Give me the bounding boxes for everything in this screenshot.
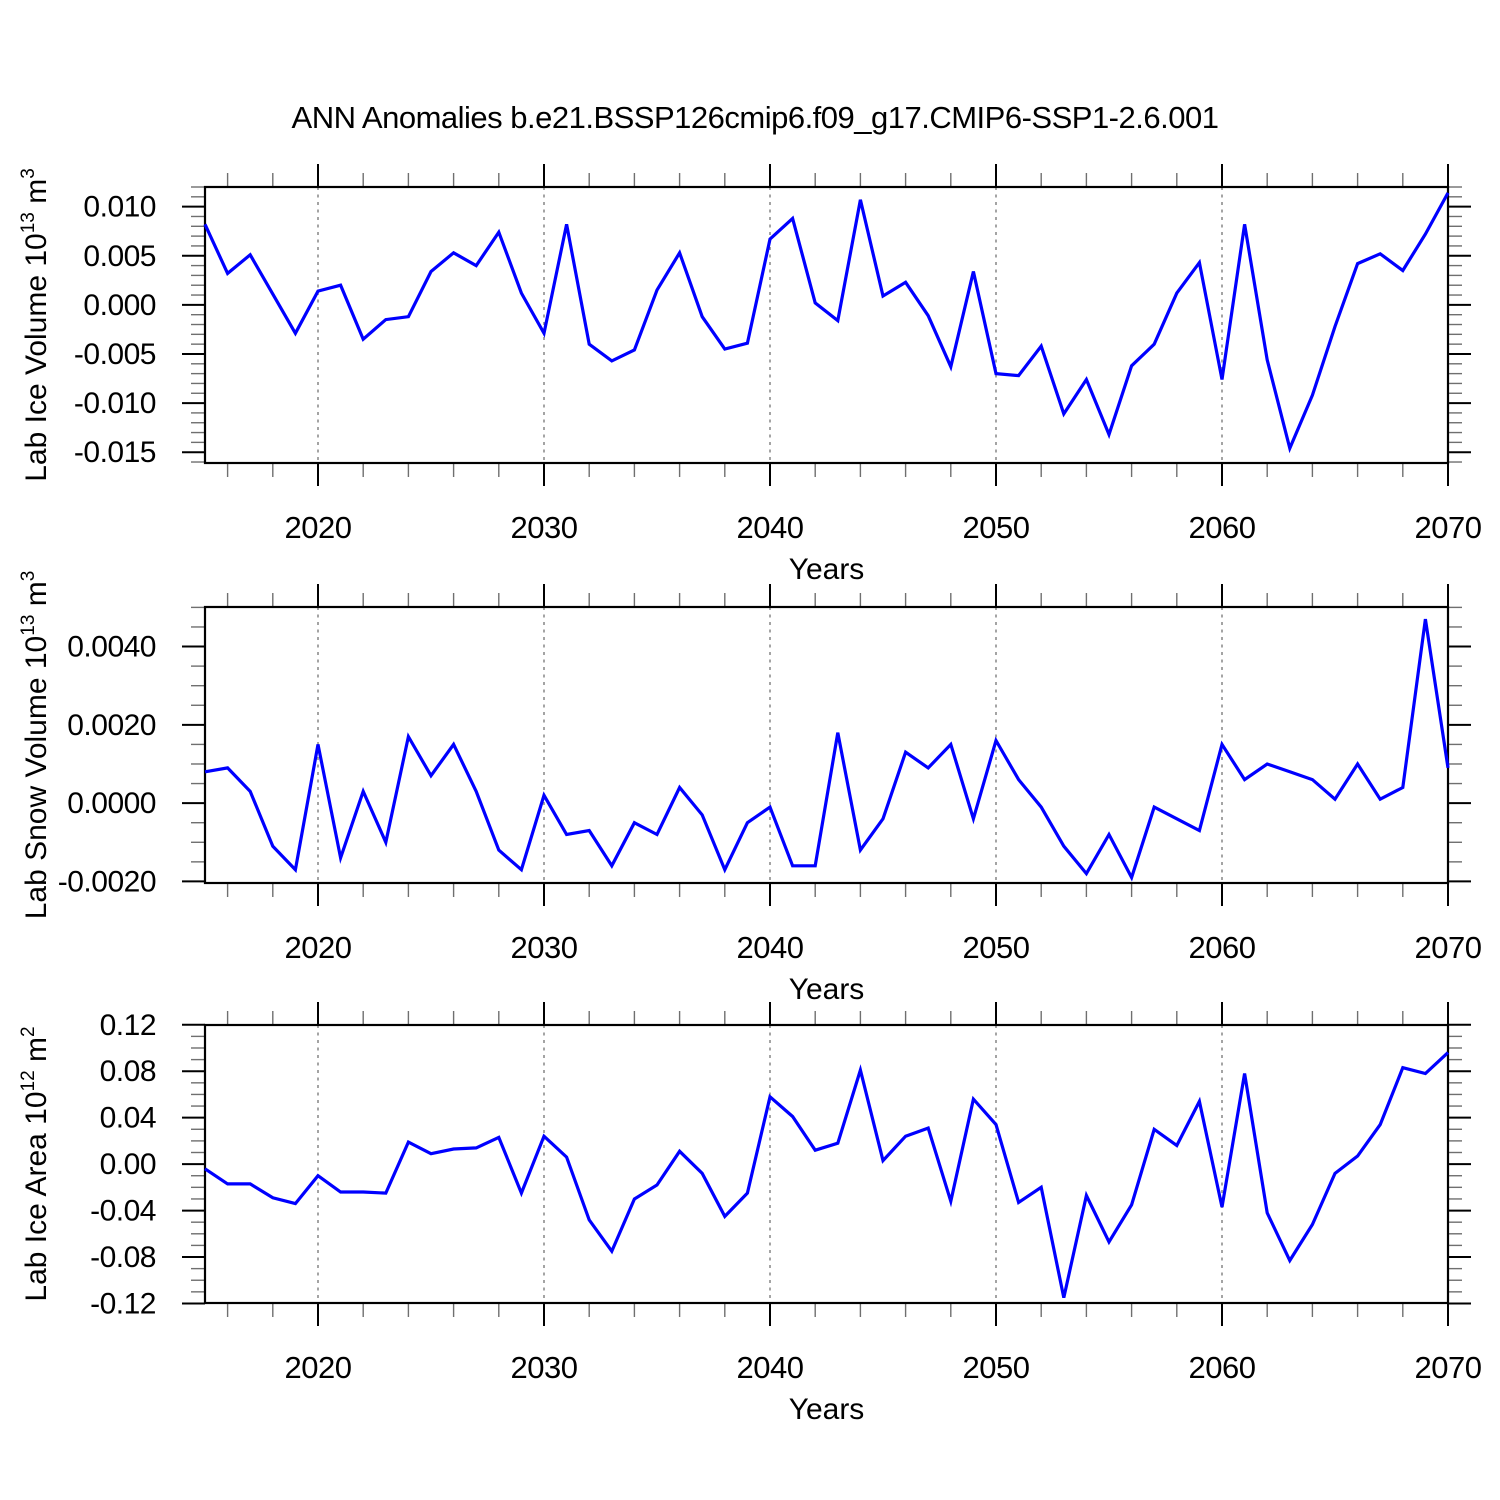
y-tick-label: 0.08 <box>100 1055 156 1088</box>
y-axis-title-text: Lab Snow Volume 10 <box>20 636 53 920</box>
y-axis-title-superscript: 3 <box>18 571 39 582</box>
y-axis-title-superscript: 12 <box>18 1070 39 1091</box>
y-tick-label: -0.12 <box>90 1287 156 1320</box>
y-tick-label: 0.0040 <box>67 631 156 664</box>
y-tick-label: -0.0020 <box>58 865 156 898</box>
x-tick-label: 2050 <box>963 510 1030 545</box>
y-tick-label: 0.005 <box>83 240 156 273</box>
x-tick-label: 2070 <box>1415 1350 1482 1385</box>
y-tick-label: 0.010 <box>83 191 156 224</box>
x-tick-label: 2070 <box>1415 930 1482 965</box>
figure-title: ANN Anomalies b.e21.BSSP126cmip6.f09_g17… <box>291 100 1219 135</box>
y-tick-label: 0.00 <box>100 1148 156 1181</box>
y-tick-label: 0.0020 <box>67 709 156 742</box>
y-tick-label: 0.04 <box>100 1102 156 1135</box>
x-axis-title: Years <box>789 973 865 1006</box>
plot-frame <box>203 605 1450 885</box>
series-line-lab-ice-area <box>204 1051 1450 1299</box>
y-axis-title-superscript: 13 <box>18 615 39 636</box>
x-tick-label: 2020 <box>285 930 352 965</box>
y-axis-title: Lab Ice Area 1012 m2 <box>18 1026 53 1301</box>
y-tick-label: -0.010 <box>74 387 156 420</box>
y-axis-title-text: m <box>20 1037 53 1070</box>
y-axis-title-text: m <box>20 179 53 212</box>
y-tick-label: -0.005 <box>74 338 156 371</box>
x-tick-label: 2070 <box>1415 510 1482 545</box>
x-tick-label: 2060 <box>1189 510 1256 545</box>
x-tick-label: 2040 <box>737 930 804 965</box>
y-axis-title-superscript: 3 <box>18 168 39 179</box>
y-axis-title-text: Lab Ice Area 10 <box>20 1091 53 1301</box>
y-axis-title: Lab Ice Volume 1013 m3 <box>18 168 53 482</box>
y-axis-title-superscript: 13 <box>18 212 39 233</box>
x-tick-label: 2030 <box>511 1350 578 1385</box>
series-line-lab-ice-volume <box>203 192 1450 454</box>
x-axis-title: Years <box>789 1393 865 1426</box>
panel-lab-snow-volume: 2020 2030 2040 2050 2060 2070 0.0040 0.0020 0.00… <box>18 571 1482 1006</box>
x-tick-label: 2060 <box>1189 930 1256 965</box>
x-tick-label: 2060 <box>1189 1350 1256 1385</box>
x-tick-label: 2020 <box>285 1350 352 1385</box>
plot-frame <box>203 1023 1450 1305</box>
y-tick-label: 0.12 <box>100 1009 156 1042</box>
x-tick-label: 2040 <box>737 510 804 545</box>
y-axis-title-superscript: 2 <box>18 1026 39 1037</box>
y-axis-title-text: m <box>20 581 53 614</box>
panel-lab-ice-volume: 2020 2030 2040 2050 2060 2070 0.010 0.005 0.000 -… <box>18 164 1482 586</box>
x-tick-label: 2030 <box>511 930 578 965</box>
x-tick-label: 2050 <box>963 1350 1030 1385</box>
y-axis-title-text: Lab Ice Volume 10 <box>20 233 53 482</box>
plot-frame <box>203 185 1450 465</box>
panel-lab-ice-area: 2020 2030 2040 2050 2060 2070 0.12 0.08 0.04 0.00… <box>18 1002 1482 1426</box>
series-line-lab-snow-volume <box>204 618 1450 882</box>
y-tick-label: 0.000 <box>83 289 156 322</box>
y-tick-label: 0.0000 <box>67 787 156 820</box>
x-axis-title: Years <box>789 553 865 586</box>
y-tick-label: -0.08 <box>90 1241 156 1274</box>
x-tick-label: 2040 <box>737 1350 804 1385</box>
y-tick-label: -0.04 <box>90 1195 156 1228</box>
y-axis-title: Lab Snow Volume 1013 m3 <box>18 571 53 920</box>
x-tick-label: 2020 <box>285 510 352 545</box>
y-tick-label: -0.015 <box>74 436 156 469</box>
x-tick-label: 2050 <box>963 930 1030 965</box>
x-tick-label: 2030 <box>511 510 578 545</box>
